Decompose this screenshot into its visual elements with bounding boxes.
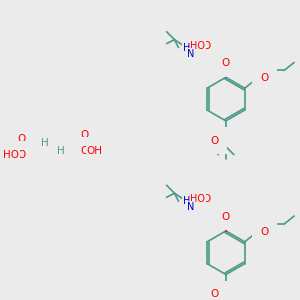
Text: O: O (80, 146, 89, 156)
Text: O: O (260, 227, 268, 237)
Text: HO: HO (190, 194, 205, 204)
Text: O: O (202, 194, 210, 204)
Text: H: H (41, 138, 49, 148)
Text: H: H (183, 196, 190, 206)
Text: OH: OH (87, 146, 103, 156)
Text: HO: HO (190, 40, 205, 51)
Text: O: O (80, 130, 89, 140)
Text: O: O (210, 289, 218, 299)
Text: N: N (187, 202, 194, 212)
Text: H: H (183, 43, 190, 52)
Text: O: O (260, 73, 268, 83)
Text: O: O (17, 134, 26, 144)
Text: O: O (202, 40, 210, 51)
Text: O: O (210, 136, 218, 146)
Text: O: O (17, 150, 26, 160)
Text: O: O (222, 212, 230, 222)
Text: H: H (57, 146, 65, 156)
Text: N: N (187, 49, 194, 58)
Text: O: O (222, 58, 230, 68)
Text: HO: HO (3, 150, 20, 160)
